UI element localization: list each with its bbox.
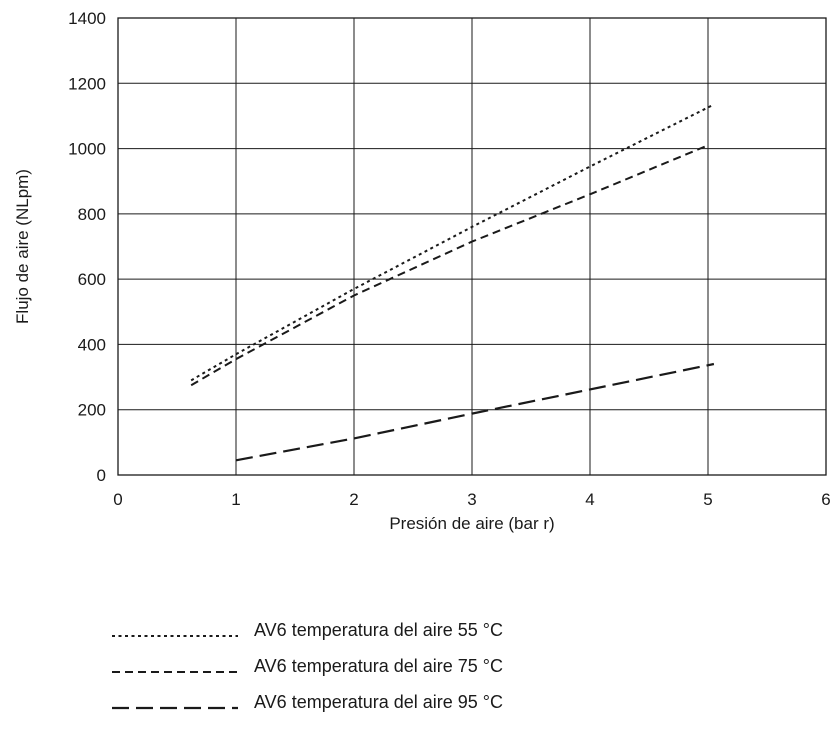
y-tick-label: 0 [97, 466, 106, 485]
y-tick-label: 1000 [68, 140, 106, 159]
legend-item-95: AV6 temperatura del aire 95 °C [112, 692, 712, 730]
x-tick-label: 2 [349, 490, 358, 509]
legend-swatch-95 [112, 706, 238, 710]
grid [117, 17, 827, 476]
x-axis-label: Presión de aire (bar r) [389, 514, 554, 533]
plot-frame [117, 17, 827, 476]
legend-label-75: AV6 temperatura del aire 75 °C [254, 656, 503, 676]
x-tick-label: 5 [703, 490, 712, 509]
legend-swatch-75 [112, 671, 238, 673]
series-line-2 [235, 362, 715, 462]
legend: AV6 temperatura del aire 55 °C AV6 tempe… [112, 620, 712, 730]
x-tick-label: 1 [231, 490, 240, 509]
x-tick-labels: 0 1 2 3 4 5 6 [113, 490, 830, 509]
y-tick-label: 400 [78, 335, 106, 354]
series-line-0 [190, 103, 715, 382]
legend-label-55: AV6 temperatura del aire 55 °C [254, 620, 503, 640]
legend-item-75: AV6 temperatura del aire 75 °C [112, 656, 712, 694]
y-tick-label: 1400 [68, 9, 106, 28]
legend-item-55: AV6 temperatura del aire 55 °C [112, 620, 712, 658]
y-tick-label: 600 [78, 270, 106, 289]
y-axis-label: Flujo de aire (NLpm) [13, 169, 32, 324]
y-tick-labels: 0 200 400 600 800 1000 1200 1400 [68, 9, 106, 485]
x-tick-label: 6 [821, 490, 830, 509]
chart: 0 1 2 3 4 5 6 0 200 400 600 800 1000 1200 1400 Presió… [13, 9, 831, 533]
x-tick-label: 0 [113, 490, 122, 509]
legend-swatch-55 [112, 635, 238, 637]
legend-label-95: AV6 temperatura del aire 95 °C [254, 692, 503, 712]
x-tick-label: 3 [467, 490, 476, 509]
y-tick-label: 800 [78, 205, 106, 224]
series-lines [190, 103, 715, 462]
x-tick-label: 4 [585, 490, 594, 509]
y-tick-label: 200 [78, 401, 106, 420]
y-tick-label: 1200 [68, 74, 106, 93]
series-line-1 [190, 144, 709, 387]
